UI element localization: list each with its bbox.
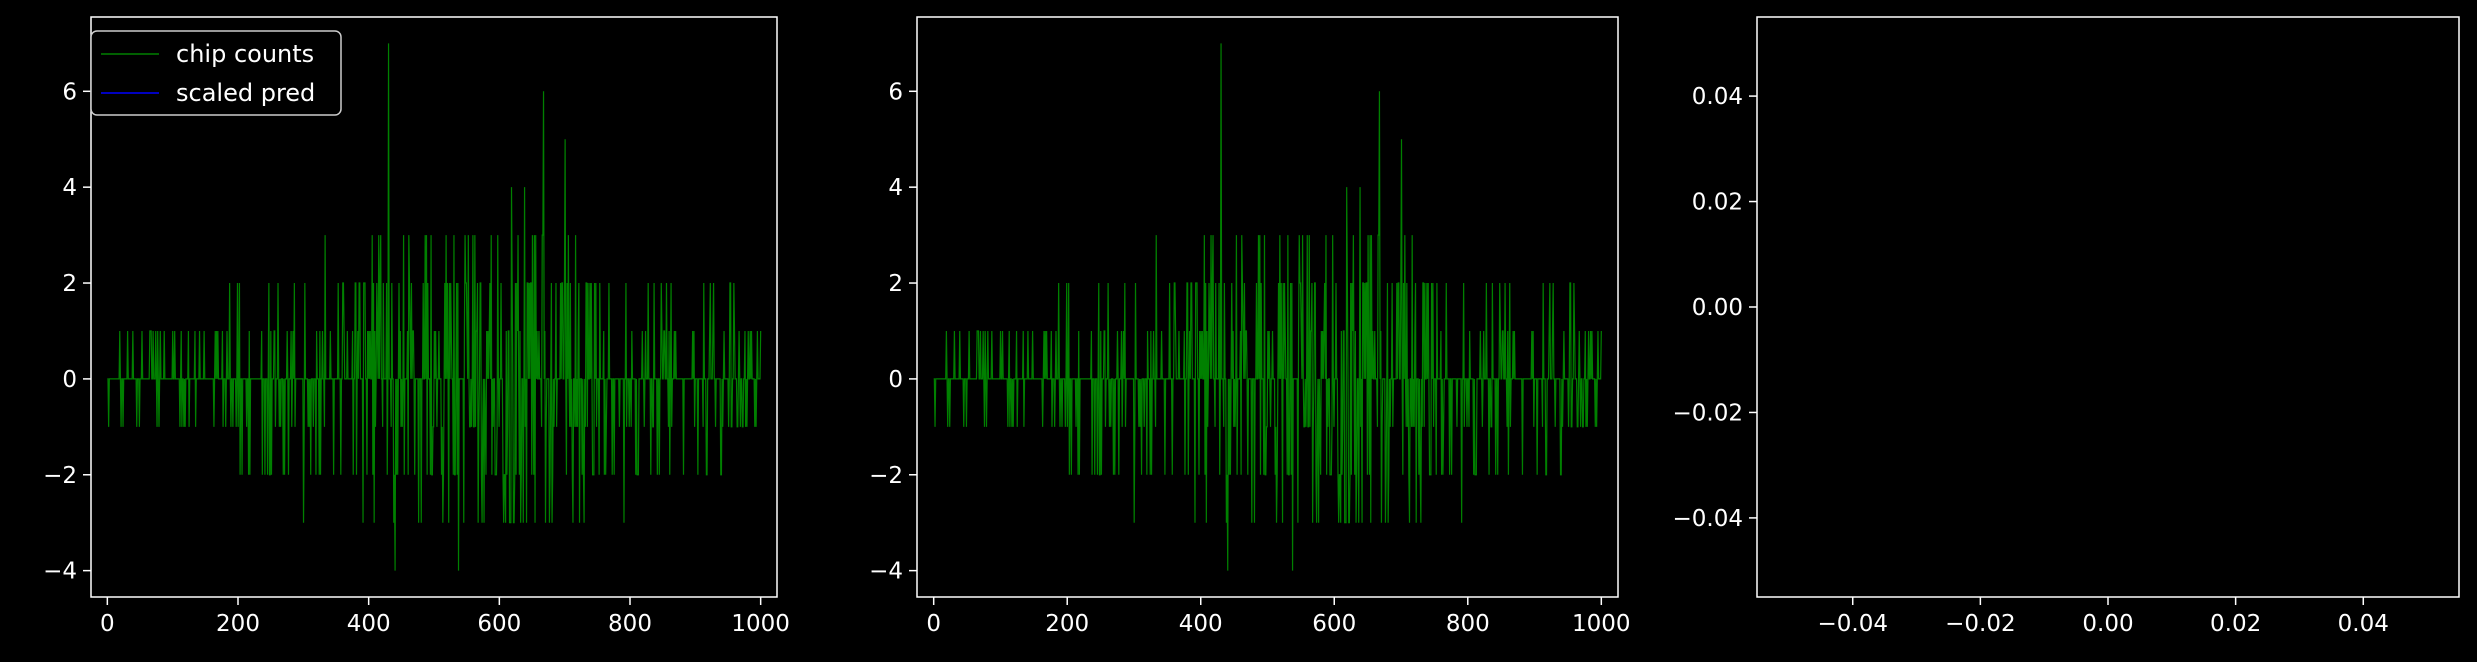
y-tick-label: −0.02 [1673,400,1743,426]
x-tick-label: −0.04 [1817,611,1887,637]
y-tick-label: −2 [43,463,77,489]
x-tick-label: 600 [1312,611,1356,637]
y-tick-label: −2 [869,463,903,489]
y-tick-label: 4 [888,175,903,201]
y-tick-label: −4 [43,559,77,585]
x-tick-label: 0 [100,611,115,637]
x-tick-label: 0 [926,611,941,637]
series-line-chip-counts [107,43,762,571]
y-tick-label: 0.00 [1692,295,1743,321]
legend-label-chip-counts: chip counts [176,40,314,68]
y-tick-label: 6 [888,79,903,105]
x-tick-label: 0.04 [2338,611,2389,637]
panel-3: −0.04 −0.02 0.00 0.02 0.04 −0.04 −0.02 0.00 0.02… [1673,16,2460,637]
y-tick-label: 6 [62,79,77,105]
x-tick-label: 1000 [731,611,790,637]
legend-box [90,30,342,116]
y-tick-label: 0 [888,367,903,393]
x-tick-label: 600 [477,611,521,637]
x-tick-label: 400 [347,611,391,637]
axes-frame [90,16,778,598]
x-tick-label: 200 [1045,611,1089,637]
panel-1: 0 200 400 600 800 1000 −4 −2 0 2 4 6 [43,16,790,637]
panel-2: 0 200 400 600 800 1000 −4 −2 0 2 4 6 [869,16,1631,637]
x-tick-label: 800 [608,611,652,637]
y-tick-label: 0 [62,367,77,393]
y-tick-label: −0.04 [1673,506,1743,532]
y-tick-label: 0.04 [1692,84,1743,110]
y-tick-label: 2 [62,271,77,297]
y-tick-label: 2 [888,271,903,297]
x-tick-label: 200 [216,611,260,637]
legend: chip counts scaled pred [90,30,342,116]
x-tick-label: 0.00 [2082,611,2133,637]
series-line-chip-counts [933,43,1602,571]
x-tick-label: 1000 [1572,611,1631,637]
x-tick-label: 0.02 [2210,611,2261,637]
y-tick-label: −4 [869,559,903,585]
x-tick-label: −0.02 [1945,611,2015,637]
x-tick-label: 400 [1179,611,1223,637]
x-tick-label: 800 [1446,611,1490,637]
legend-label-scaled-pred: scaled pred [176,79,315,107]
axes-frame [916,16,1619,598]
y-tick-label: 0.02 [1692,190,1743,216]
y-tick-label: 4 [62,175,77,201]
